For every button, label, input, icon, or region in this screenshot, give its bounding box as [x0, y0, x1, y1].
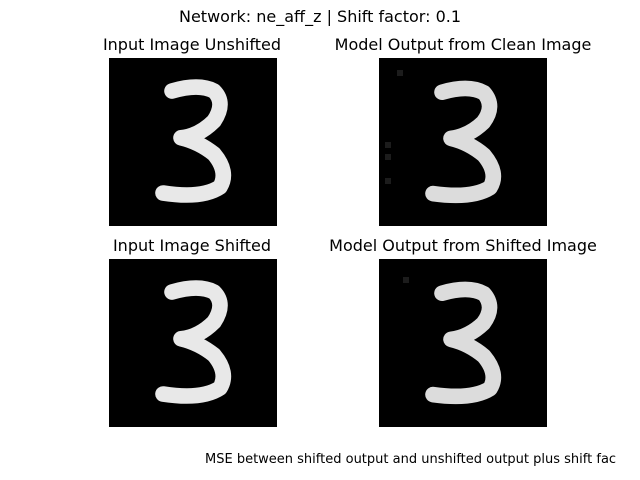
panel-title-input-shifted: Input Image Shifted: [112, 236, 272, 255]
panel-title-output-shifted: Model Output from Shifted Image: [329, 236, 597, 255]
digit-3-image: [109, 58, 277, 226]
panel-output-clean: [379, 58, 547, 226]
panel-title-input-unshifted: Input Image Unshifted: [102, 35, 282, 54]
digit-3-shifted-image: [109, 259, 277, 427]
figure-title: Network: ne_aff_z | Shift factor: 0.1: [178, 7, 462, 26]
panel-input-unshifted: [109, 58, 277, 226]
digit-3-reconstruction-image: [379, 58, 547, 226]
panel-output-shifted: [379, 259, 547, 427]
digit-3-reconstruction-shifted-image: [379, 259, 547, 427]
panel-input-shifted: [109, 259, 277, 427]
panel-title-output-clean: Model Output from Clean Image: [334, 35, 592, 54]
mse-footnote: MSE between shifted output and unshifted…: [205, 452, 617, 467]
